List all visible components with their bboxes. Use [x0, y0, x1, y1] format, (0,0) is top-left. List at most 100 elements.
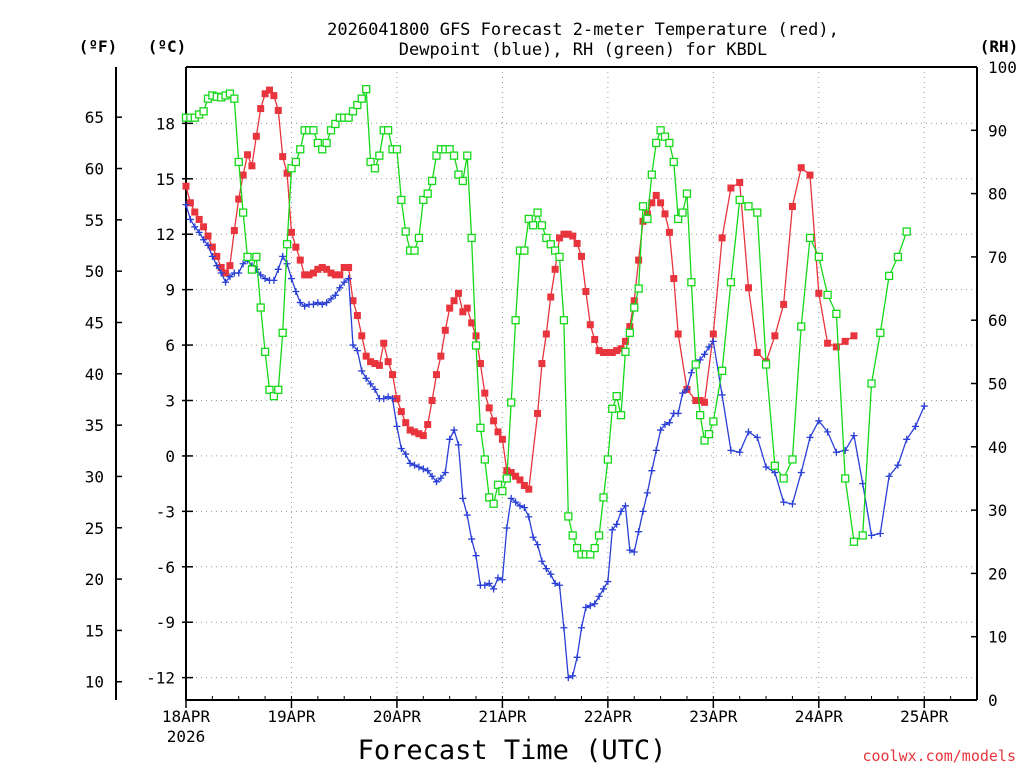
- temperature-point: [516, 476, 524, 484]
- relative-humidity-point: [594, 531, 604, 540]
- temperature-point: [182, 182, 190, 190]
- temperature-point: [806, 171, 814, 179]
- temperature-point: [415, 430, 423, 438]
- relative-humidity-point: [489, 499, 498, 508]
- relative-humidity-point: [348, 107, 358, 116]
- temperature-point: [657, 199, 665, 207]
- dewpoint-point: [345, 275, 353, 283]
- gridlines: [186, 67, 977, 700]
- temperature-point: [314, 265, 322, 273]
- relative-humidity-point: [291, 157, 301, 167]
- dewpoint-point: [744, 428, 752, 436]
- temperature-point: [309, 269, 317, 277]
- relative-humidity-point: [234, 157, 243, 167]
- temperature-point: [217, 263, 225, 271]
- temperature-point: [670, 275, 678, 283]
- dewpoint-point: [274, 265, 282, 273]
- celsius-tick-label: 18: [156, 114, 175, 133]
- relative-humidity-point: [682, 189, 692, 198]
- dewpoint-point: [270, 276, 278, 284]
- fahrenheit-tick-label: 65: [85, 108, 104, 127]
- dewpoint-point: [323, 299, 331, 307]
- relative-humidity-point: [344, 113, 353, 122]
- relative-humidity-point: [502, 474, 511, 483]
- dewpoint-point: [358, 367, 366, 375]
- temperature-point: [744, 284, 752, 292]
- relative-humidity-point: [260, 347, 270, 357]
- temperature-point: [824, 339, 832, 347]
- temperature-point: [226, 262, 234, 270]
- rh-tick-label: 60: [988, 311, 1007, 330]
- relative-humidity-point: [717, 366, 727, 375]
- dewpoint-point: [736, 448, 744, 456]
- temperature-point: [630, 297, 638, 305]
- temperature-point: [718, 234, 726, 242]
- temperature-point: [512, 472, 520, 480]
- dewpoint-point: [428, 472, 436, 480]
- dewpoint-point: [463, 511, 471, 519]
- dewpoint-point: [406, 459, 414, 467]
- celsius-tick-label: 6: [165, 336, 175, 355]
- temperature-point: [542, 330, 550, 338]
- temperature-point: [353, 312, 361, 320]
- dewpoint-point: [287, 275, 295, 283]
- dewpoint-point: [542, 565, 550, 573]
- dewpoint-point: [204, 241, 212, 249]
- temperature-point: [432, 371, 440, 379]
- rh-tick-label: 100: [988, 58, 1017, 77]
- dewpoint-point: [885, 472, 893, 480]
- relative-humidity-point: [410, 246, 419, 255]
- relative-humidity-point: [274, 385, 283, 394]
- temperature-point: [230, 227, 238, 235]
- dewpoint-point: [560, 624, 568, 632]
- relative-humidity-point: [634, 284, 643, 293]
- dewpoint-point: [582, 603, 590, 611]
- temperature-point: [384, 358, 392, 366]
- relative-humidity-point: [564, 512, 573, 521]
- dewpoint-point: [314, 299, 322, 307]
- temperature-point: [327, 269, 335, 277]
- dewpoint-point: [591, 600, 599, 608]
- temperature-point: [727, 184, 735, 192]
- dewpoint-point: [336, 284, 344, 292]
- relative-humidity-point: [414, 233, 424, 243]
- relative-humidity-point: [445, 145, 454, 154]
- temperature-point: [261, 90, 269, 98]
- relative-humidity-point: [401, 227, 410, 236]
- dewpoint-point: [639, 507, 647, 515]
- temperature-point: [753, 348, 761, 356]
- dewpoint-point: [446, 435, 454, 443]
- relative-humidity-point: [823, 290, 832, 300]
- relative-humidity-point: [370, 164, 380, 173]
- relative-humidity-point: [309, 126, 318, 135]
- dewpoint-point: [327, 295, 335, 303]
- relative-humidity-point: [805, 233, 815, 243]
- fahrenheit-tick-label: 45: [85, 313, 104, 332]
- relative-humidity-point: [225, 89, 235, 98]
- temperature-point: [257, 105, 265, 113]
- temperature-point: [375, 361, 383, 369]
- dewpoint-point: [525, 513, 533, 521]
- temperature-point: [652, 191, 660, 199]
- dewpoint-point: [630, 548, 638, 556]
- relative-humidity-point: [318, 145, 327, 154]
- x-tick-label: 18APR: [162, 707, 211, 726]
- relative-humidity-point: [770, 461, 780, 470]
- dewpoint-point: [701, 350, 709, 358]
- dewpoint-point: [613, 520, 621, 528]
- temperature-point: [507, 469, 515, 477]
- dewpoint-point: [617, 507, 625, 515]
- relative-humidity-point: [247, 265, 257, 274]
- dewpoint-point: [920, 402, 928, 410]
- temperature-point: [283, 169, 291, 177]
- temperature-point: [186, 199, 194, 207]
- dewpoint-point: [239, 260, 247, 268]
- temperature-point: [244, 151, 252, 159]
- relative-humidity-point: [674, 214, 683, 224]
- relative-humidity-point: [458, 176, 468, 186]
- relative-humidity-point: [537, 221, 547, 230]
- relative-humidity-point: [625, 328, 634, 338]
- relative-humidity-point: [507, 398, 516, 407]
- relative-humidity-point: [463, 151, 472, 160]
- dewpoint-point: [235, 269, 243, 277]
